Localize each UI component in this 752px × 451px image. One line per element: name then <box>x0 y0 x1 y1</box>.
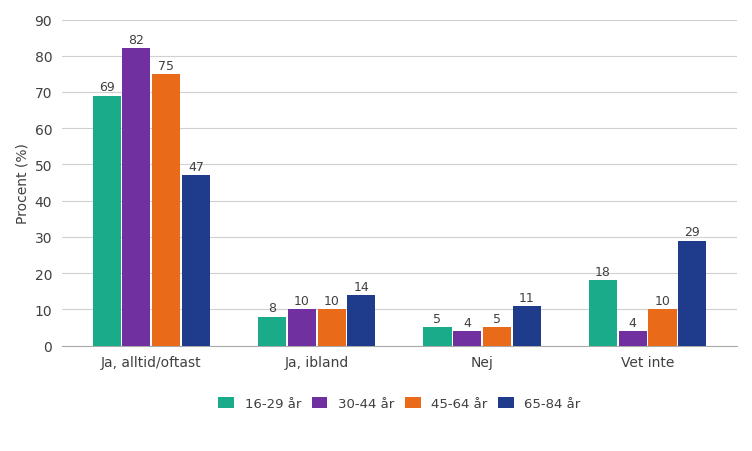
Bar <box>483 328 511 346</box>
Text: 10: 10 <box>323 295 340 308</box>
Bar <box>92 97 121 346</box>
Bar <box>152 75 180 346</box>
Text: 47: 47 <box>188 161 204 174</box>
Text: 10: 10 <box>654 295 671 308</box>
Bar <box>123 49 150 346</box>
Text: 8: 8 <box>268 302 276 315</box>
Bar <box>317 310 346 346</box>
Bar <box>678 241 706 346</box>
Y-axis label: Procent (%): Procent (%) <box>15 143 29 224</box>
Text: 5: 5 <box>493 313 501 326</box>
Text: 75: 75 <box>158 60 174 73</box>
Legend: 16-29 år, 30-44 år, 45-64 år, 65-84 år: 16-29 år, 30-44 år, 45-64 år, 65-84 år <box>213 391 586 415</box>
Bar <box>648 310 677 346</box>
Text: 29: 29 <box>684 226 700 239</box>
Text: 5: 5 <box>433 313 441 326</box>
Bar <box>423 328 451 346</box>
Bar <box>288 310 316 346</box>
Bar <box>589 281 617 346</box>
Text: 10: 10 <box>294 295 310 308</box>
Text: 4: 4 <box>463 316 472 329</box>
Text: 14: 14 <box>353 280 369 293</box>
Text: 69: 69 <box>99 81 114 94</box>
Text: 18: 18 <box>595 266 611 279</box>
Bar <box>182 176 210 346</box>
Bar <box>619 331 647 346</box>
Text: 4: 4 <box>629 316 637 329</box>
Bar <box>347 295 375 346</box>
Text: 82: 82 <box>129 34 144 47</box>
Bar <box>258 317 286 346</box>
Bar <box>453 331 481 346</box>
Bar <box>513 306 541 346</box>
Text: 11: 11 <box>519 291 535 304</box>
